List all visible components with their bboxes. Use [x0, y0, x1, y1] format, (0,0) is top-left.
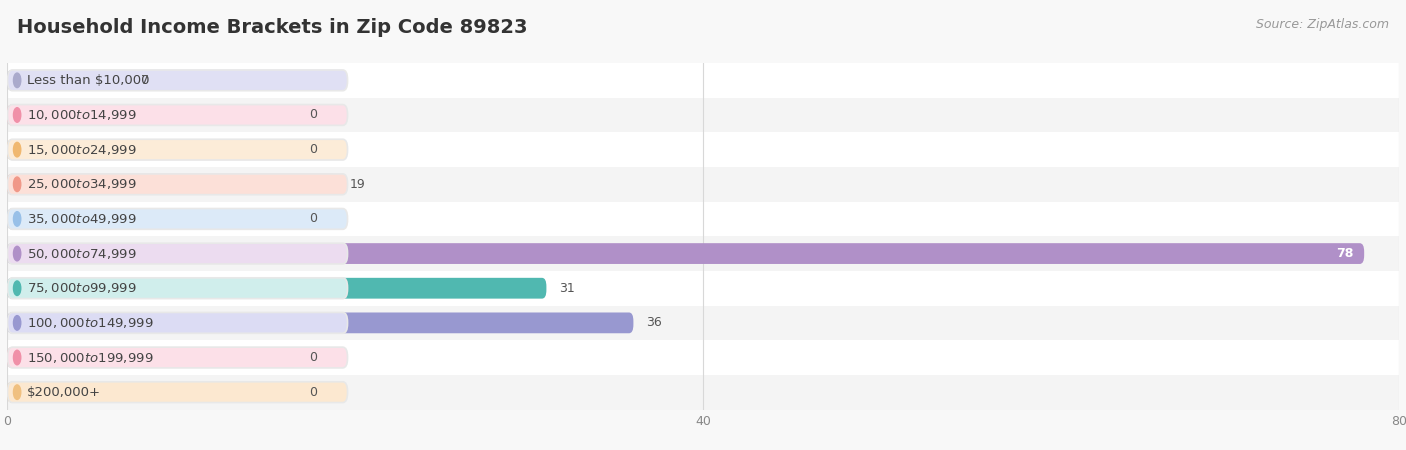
Circle shape	[14, 142, 21, 157]
FancyBboxPatch shape	[7, 70, 129, 91]
FancyBboxPatch shape	[7, 243, 1364, 264]
FancyBboxPatch shape	[7, 278, 347, 299]
Circle shape	[14, 315, 21, 330]
Text: Source: ZipAtlas.com: Source: ZipAtlas.com	[1256, 18, 1389, 31]
Text: 7: 7	[141, 74, 149, 87]
Bar	[7, 375, 1399, 410]
Bar	[7, 202, 1399, 236]
Bar	[7, 98, 1399, 132]
FancyBboxPatch shape	[7, 347, 347, 368]
Text: 31: 31	[558, 282, 574, 295]
Circle shape	[14, 108, 21, 122]
FancyBboxPatch shape	[7, 208, 347, 230]
Bar	[7, 132, 1399, 167]
Text: 78: 78	[1336, 247, 1354, 260]
FancyBboxPatch shape	[7, 312, 347, 333]
Text: 36: 36	[645, 316, 661, 329]
Text: 19: 19	[350, 178, 366, 191]
FancyBboxPatch shape	[7, 174, 347, 195]
Circle shape	[14, 73, 21, 88]
FancyBboxPatch shape	[7, 139, 347, 160]
FancyBboxPatch shape	[7, 382, 347, 403]
Text: $10,000 to $14,999: $10,000 to $14,999	[27, 108, 136, 122]
Text: $75,000 to $99,999: $75,000 to $99,999	[27, 281, 136, 295]
FancyBboxPatch shape	[7, 70, 347, 91]
Bar	[7, 306, 1399, 340]
FancyBboxPatch shape	[7, 104, 347, 126]
Circle shape	[14, 281, 21, 296]
Text: $50,000 to $74,999: $50,000 to $74,999	[27, 247, 136, 261]
Circle shape	[14, 177, 21, 192]
Bar	[7, 167, 1399, 202]
Text: $25,000 to $34,999: $25,000 to $34,999	[27, 177, 136, 191]
FancyBboxPatch shape	[7, 243, 347, 264]
FancyBboxPatch shape	[7, 312, 633, 333]
Text: $15,000 to $24,999: $15,000 to $24,999	[27, 143, 136, 157]
Text: $35,000 to $49,999: $35,000 to $49,999	[27, 212, 136, 226]
Circle shape	[14, 385, 21, 400]
Text: $150,000 to $199,999: $150,000 to $199,999	[27, 351, 153, 364]
Text: 0: 0	[309, 212, 318, 225]
FancyBboxPatch shape	[7, 174, 337, 195]
Text: $200,000+: $200,000+	[27, 386, 101, 399]
FancyBboxPatch shape	[7, 139, 297, 160]
Circle shape	[14, 246, 21, 261]
Text: Household Income Brackets in Zip Code 89823: Household Income Brackets in Zip Code 89…	[17, 18, 527, 37]
Bar	[7, 340, 1399, 375]
Bar	[7, 63, 1399, 98]
Bar	[7, 271, 1399, 306]
Text: 0: 0	[309, 108, 318, 122]
Text: 0: 0	[309, 143, 318, 156]
FancyBboxPatch shape	[7, 382, 297, 403]
FancyBboxPatch shape	[7, 208, 297, 230]
FancyBboxPatch shape	[7, 347, 297, 368]
Circle shape	[14, 212, 21, 226]
Bar	[7, 236, 1399, 271]
Circle shape	[14, 350, 21, 365]
Text: Less than $10,000: Less than $10,000	[27, 74, 149, 87]
FancyBboxPatch shape	[7, 278, 547, 299]
FancyBboxPatch shape	[7, 104, 297, 126]
Text: $100,000 to $149,999: $100,000 to $149,999	[27, 316, 153, 330]
Text: 0: 0	[309, 351, 318, 364]
Text: 0: 0	[309, 386, 318, 399]
